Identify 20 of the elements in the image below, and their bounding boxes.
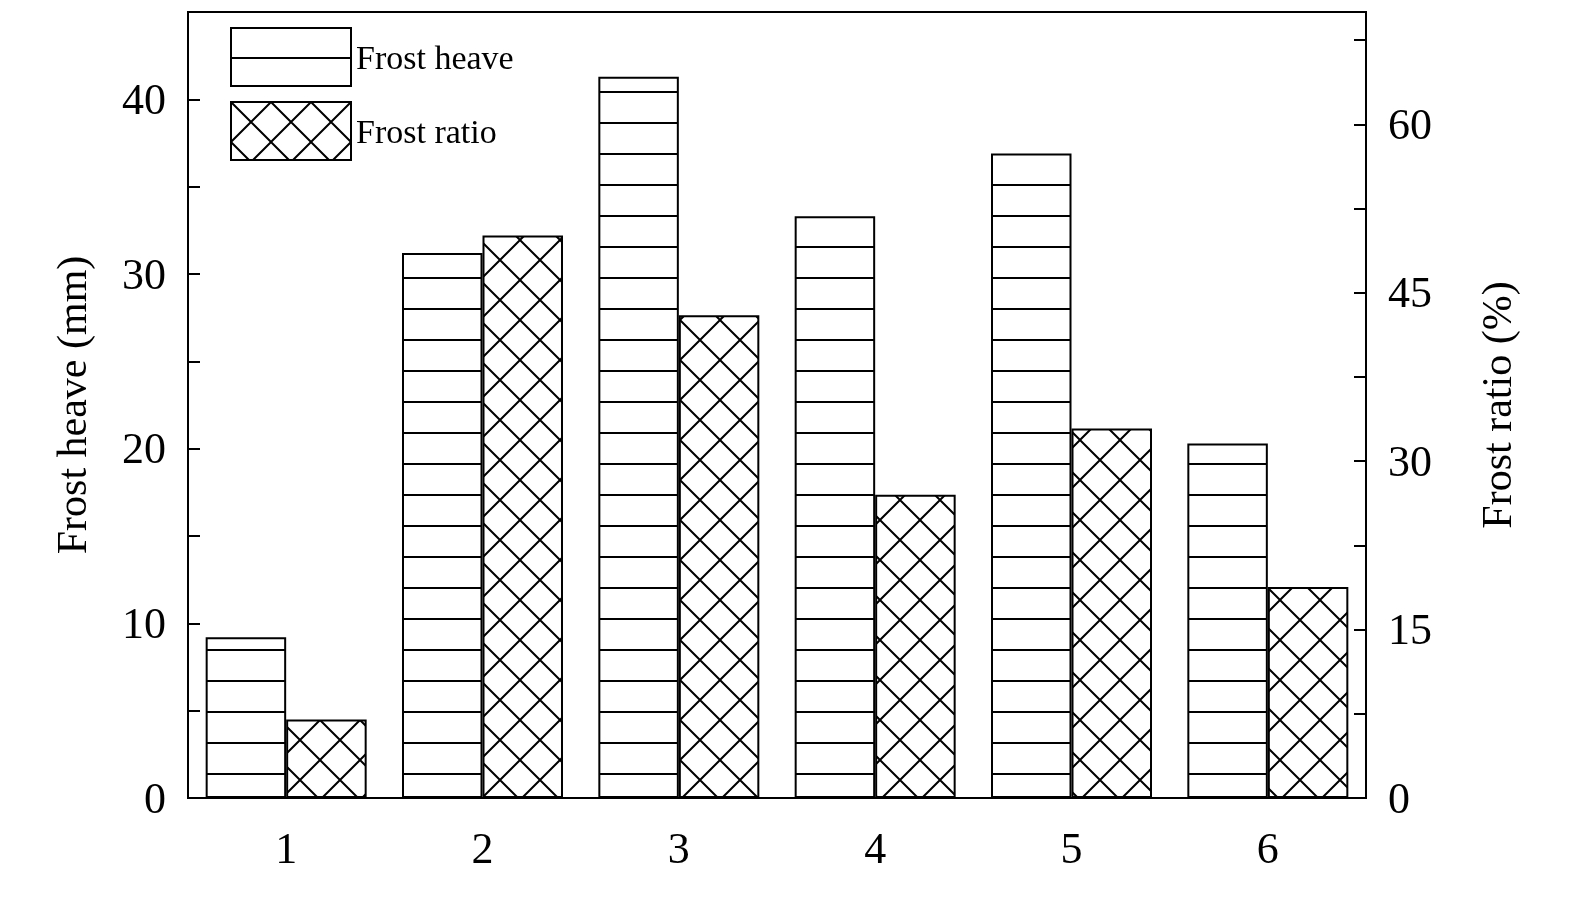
y-tick-label: 10 (122, 598, 166, 648)
x-tick-label: 2 (471, 823, 494, 873)
y-axis-title: Frost heave (mm) (49, 255, 96, 555)
y-tick-label: 30 (122, 249, 166, 299)
x-tick-label: 3 (667, 823, 690, 873)
y2-tick-label: 15 (1388, 605, 1432, 655)
x-tick-label: 6 (1256, 823, 1279, 873)
x-tick-label: 4 (864, 823, 887, 873)
y2-tick-label: 30 (1388, 436, 1432, 486)
x-tick-label: 5 (1060, 823, 1083, 873)
y-tick-label: 0 (144, 773, 166, 823)
y2-tick-label: 0 (1388, 773, 1410, 823)
y2-axis-title: Frost ratio (%) (1474, 281, 1521, 529)
y2-tick-label: 60 (1388, 99, 1432, 149)
y-tick-label: 20 (122, 424, 166, 474)
legend-label: Frost heave (356, 38, 514, 76)
x-tick-label: 1 (275, 823, 298, 873)
legend-label: Frost ratio (356, 112, 497, 150)
y2-tick-label: 45 (1388, 268, 1432, 318)
y-tick-label: 40 (122, 74, 166, 124)
